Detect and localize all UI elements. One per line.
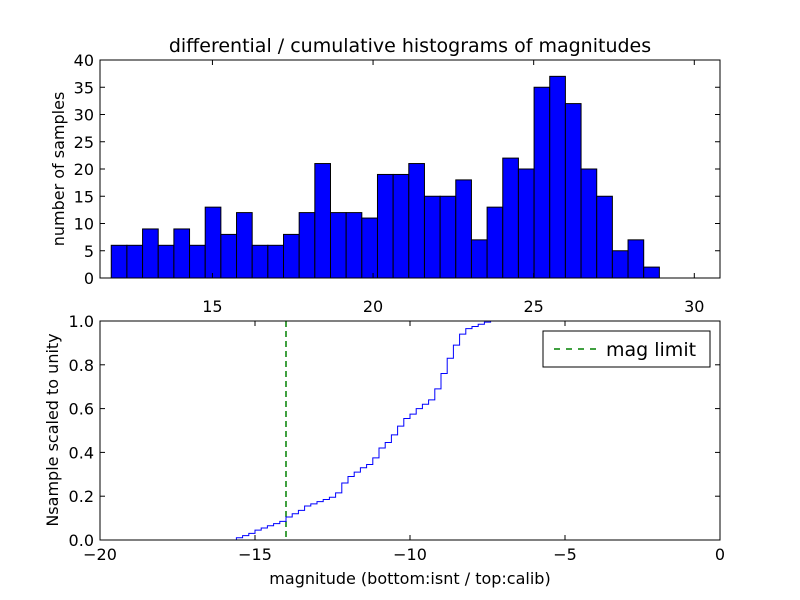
histogram-ytick-label: 40 [74,51,94,70]
histogram-bar [361,217,378,279]
histogram-bars [110,75,660,279]
histogram-bar [533,86,551,279]
histogram-bar [251,244,269,279]
histogram-bar [126,244,144,279]
histogram-bar [392,173,410,279]
histogram-bar [502,157,519,279]
histogram-ytick-label: 15 [74,187,94,206]
histogram-bar [596,195,613,279]
legend: mag limit [542,330,711,368]
cumulative-ticks: 0.0 0.2 0.4 0.6 0.8 1.0 −20 −15 −10 −5 0 [69,312,726,564]
histogram-bar [298,212,316,279]
histogram-ytick-label: 20 [74,160,94,179]
cumulative-xtick-label: −10 [393,545,427,564]
histogram-bar [110,244,128,279]
histogram-title: differential / cumulative histograms of … [169,35,651,57]
cumulative-xlabel: magnitude (bottom:isnt / top:calib) [269,569,550,588]
histogram-bar [376,173,394,279]
cumulative-ytick-label: 1.0 [69,312,94,331]
histogram-bar [220,233,238,279]
histogram-bar [204,206,222,279]
cumulative-ytick-label: 0.0 [69,531,94,550]
histogram-ytick-label: 0 [84,269,94,288]
histogram-ticks: 0 5 10 15 20 25 30 35 40 15 20 25 30 [74,51,720,316]
histogram-xtick-label: 20 [363,297,383,316]
histogram-bar [486,206,504,279]
histogram-xtick-label: 25 [523,297,543,316]
cumulative-line [100,320,721,541]
histogram-bar [580,168,598,279]
histogram-bar [236,212,253,279]
histogram-bar [455,179,472,279]
histogram-bar [439,195,457,279]
cumulative-ytick-label: 0.8 [69,356,94,375]
histogram-ytick-label: 25 [74,133,94,152]
cumulative-ylabel: Nsample scaled to unity [43,333,62,526]
histogram-ytick-label: 35 [74,78,94,97]
histogram-bar [329,212,347,279]
histogram-bar [627,239,645,279]
cumulative-ytick-label: 0.6 [69,400,94,419]
histogram-xtick-label: 15 [202,297,222,316]
cumulative-xtick-label: −5 [553,545,577,564]
legend-mag-limit-label: mag limit [606,339,696,361]
cumulative-ytick-label: 0.2 [69,487,94,506]
histogram-ytick-label: 10 [74,215,94,234]
histogram-bar [157,244,175,279]
cumulative-xtick-label: 0 [715,545,725,564]
histogram-ylabel: number of samples [49,92,68,247]
histogram-bar [549,75,566,279]
histogram-bar [345,212,363,279]
histogram-xtick-label: 30 [684,297,704,316]
histogram-bar [142,228,159,279]
legend-box [542,330,711,368]
histogram-bar [564,103,582,279]
histogram-bar [267,244,285,279]
histogram-ytick-label: 5 [84,242,94,261]
histogram-bar [173,228,191,279]
histogram-bar [189,244,206,279]
histogram-bar [423,195,441,279]
histogram-bar [283,233,300,279]
histogram-bar [643,266,660,279]
cumulative-ytick-label: 0.4 [69,443,94,462]
cumulative-xtick-label: −15 [238,545,272,564]
cumulative-panel: 0.0 0.2 0.4 0.6 0.8 1.0 −20 −15 −10 −5 0 Nsample s… [43,312,725,588]
histogram-bar [314,163,331,279]
histogram-bar [517,168,535,279]
histogram-panel: differential / cumulative histograms of … [49,35,721,316]
histogram-ytick-label: 30 [74,106,94,125]
histogram-bar [611,250,629,279]
histogram-bar [408,163,425,279]
histogram-bar [470,239,488,279]
cumulative-xtick-label: −20 [83,545,117,564]
